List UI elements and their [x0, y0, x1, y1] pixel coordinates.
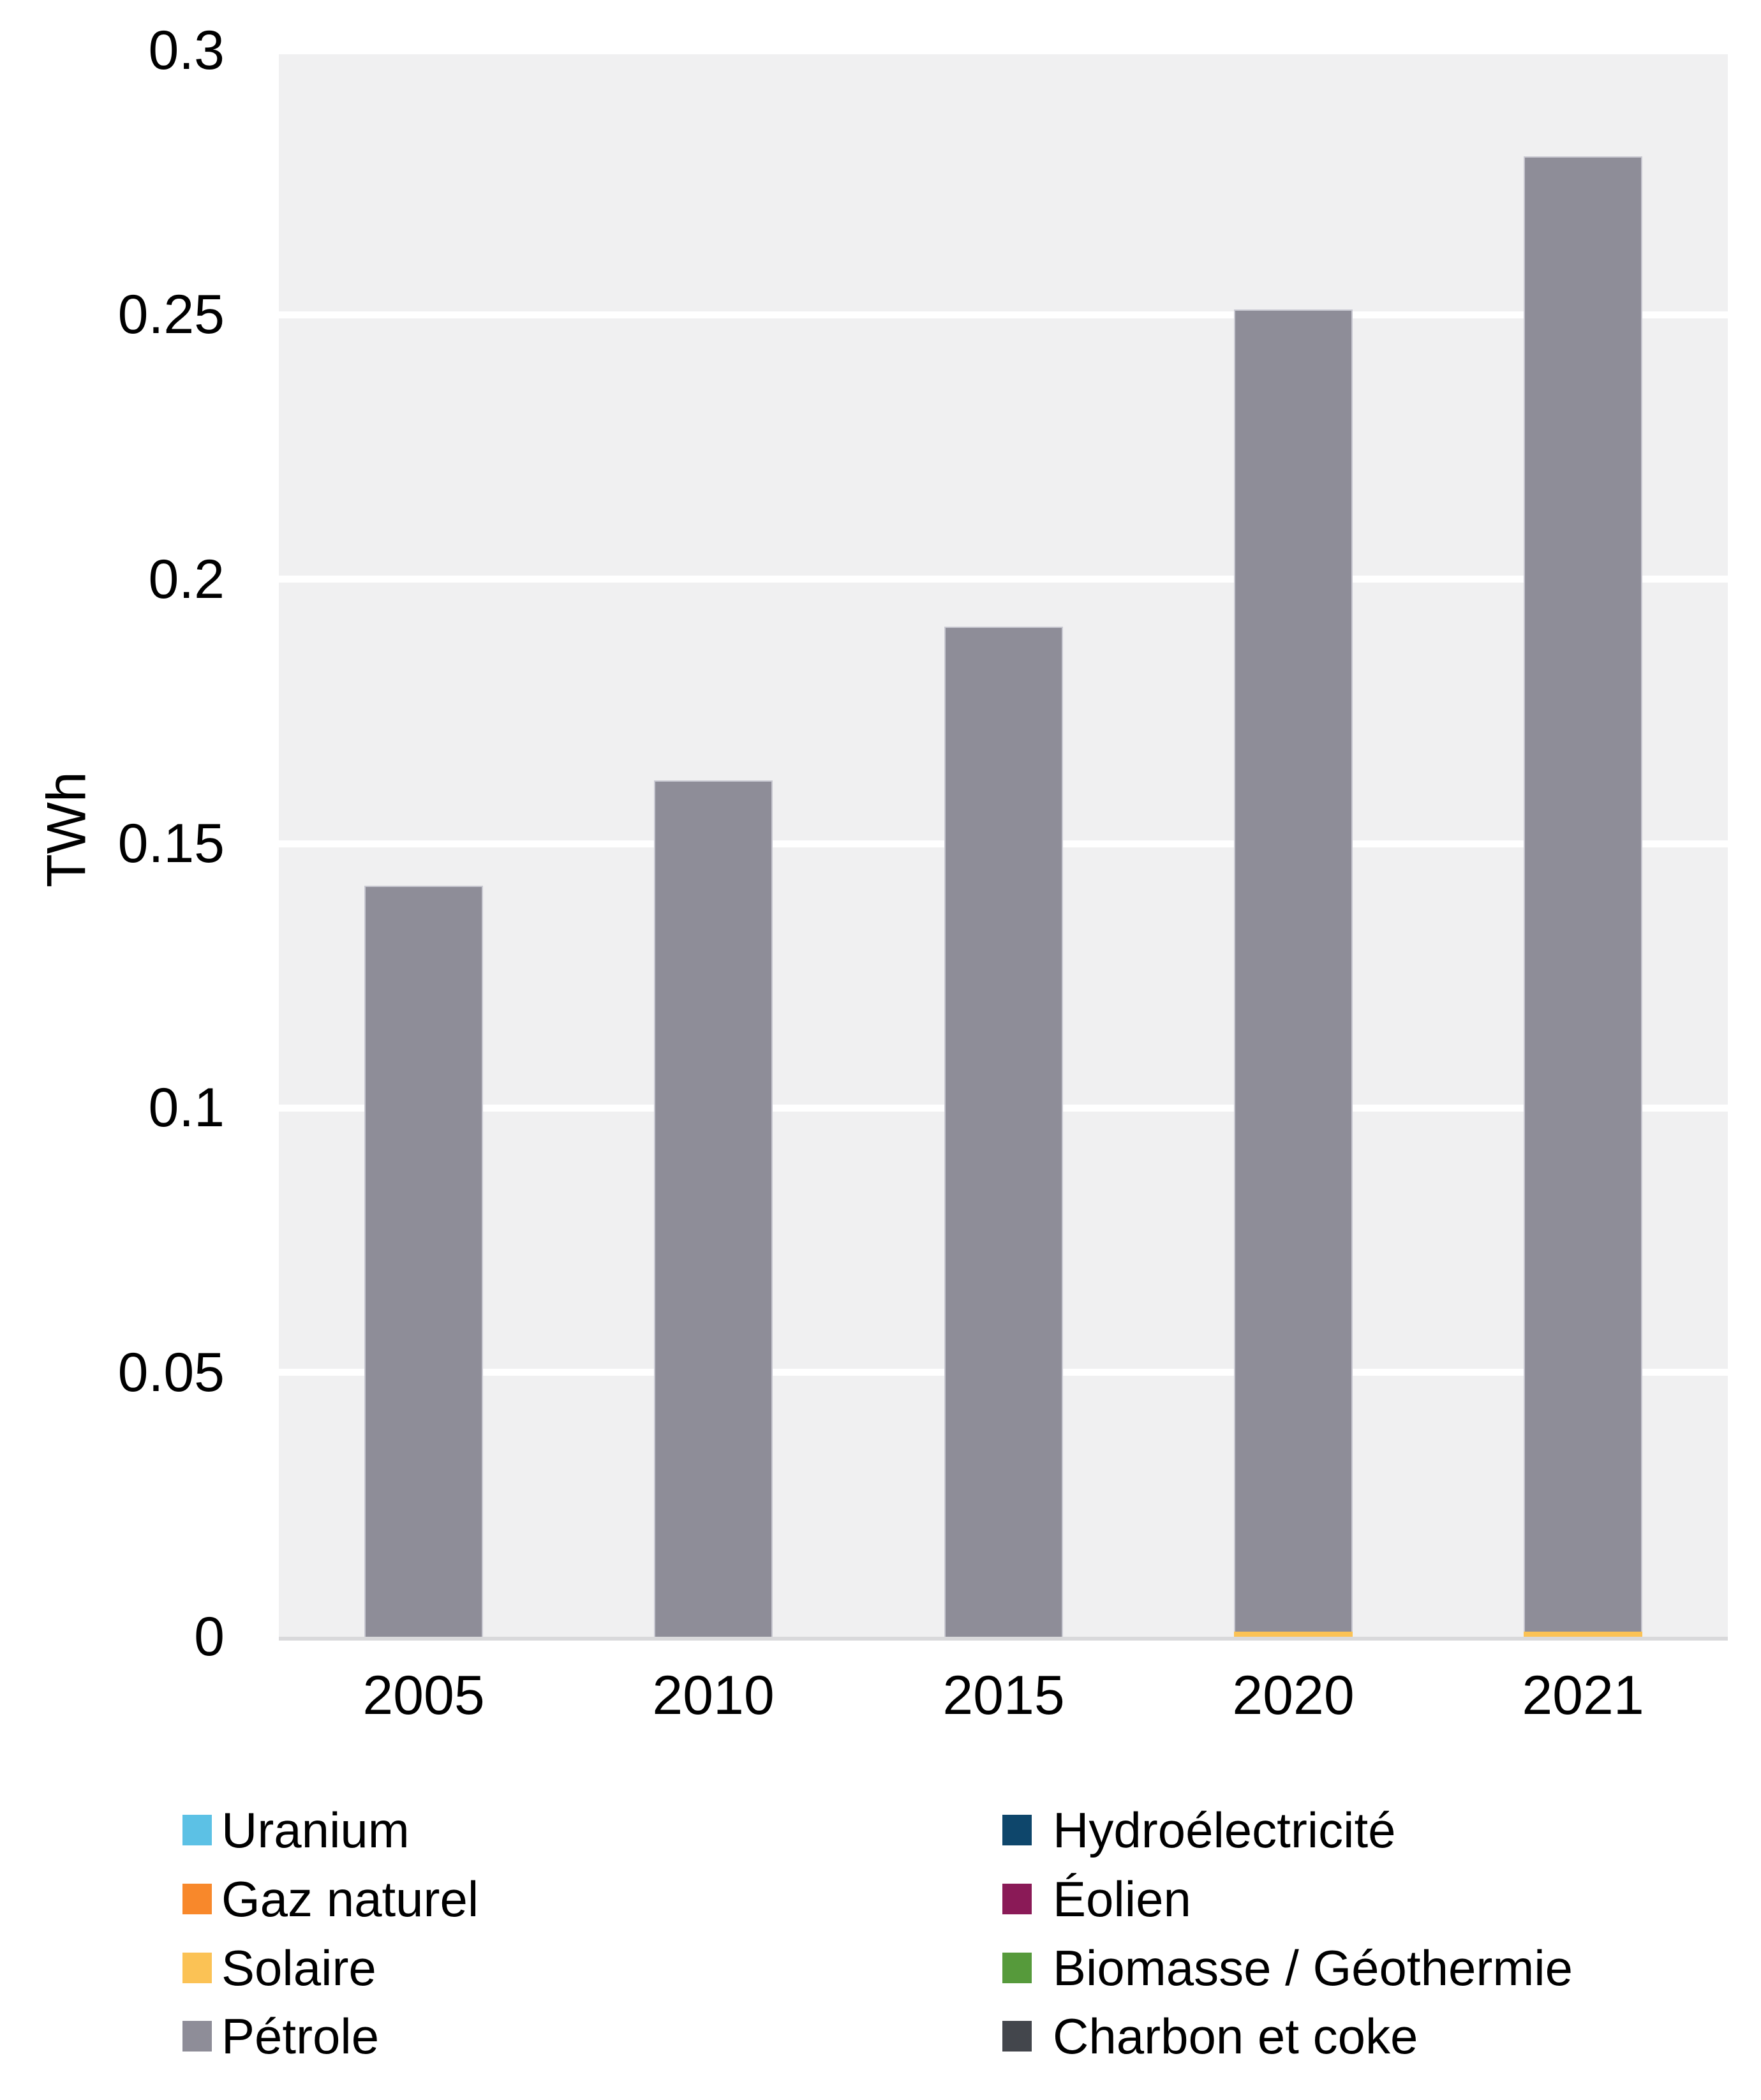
bar-segment-2021-Pétrole: [1524, 156, 1642, 1632]
legend-label-Charbon et coke: Charbon et coke: [1053, 2008, 1418, 2064]
legend-label-Gaz naturel: Gaz naturel: [221, 1871, 479, 1927]
gridline-0.25: [279, 311, 1728, 318]
bar-segment-2020-Pétrole: [1234, 309, 1353, 1632]
legend-item-Solaire: Solaire: [182, 1937, 884, 1999]
y-tick-0.3: 0.3: [148, 20, 225, 81]
legend-swatch-Biomasse / Géothermie: [1002, 1953, 1032, 1983]
legend-swatch-Pétrole: [182, 2021, 212, 2052]
legend-label-Biomasse / Géothermie: Biomasse / Géothermie: [1053, 1940, 1573, 1996]
legend-swatch-Uranium: [182, 1815, 212, 1845]
bar-2005: [364, 886, 483, 1637]
legend-label-Éolien: Éolien: [1053, 1871, 1191, 1927]
gridline-0.3: [279, 47, 1728, 54]
y-tick-0.1: 0.1: [148, 1077, 225, 1139]
legend-swatch-Hydroélectricité: [1002, 1815, 1032, 1845]
legend-item-Charbon et coke: Charbon et coke: [1002, 2006, 1704, 2067]
x-tick-2020: 2020: [1232, 1665, 1355, 1726]
y-tick-0: 0: [194, 1606, 225, 1667]
x-tick-2015: 2015: [942, 1665, 1065, 1726]
gridline-0.2: [279, 576, 1728, 583]
legend-item-Biomasse / Géothermie: Biomasse / Géothermie: [1002, 1937, 1704, 1999]
legend-swatch-Gaz naturel: [182, 1884, 212, 1914]
bar-segment-2021-Solaire: [1524, 1631, 1642, 1637]
legend-item-Gaz naturel: Gaz naturel: [182, 1868, 884, 1930]
y-tick-0.2: 0.2: [148, 548, 225, 610]
x-axis-line: [279, 1637, 1728, 1641]
bar-2020: [1234, 309, 1353, 1637]
legend-swatch-Charbon et coke: [1002, 2021, 1032, 2052]
legend-label-Hydroélectricité: Hydroélectricité: [1053, 1802, 1396, 1858]
bar-segment-2010-Pétrole: [654, 780, 773, 1637]
legend-item-Hydroélectricité: Hydroélectricité: [1002, 1799, 1704, 1861]
plot-area: [279, 47, 1728, 1637]
x-tick-2005: 2005: [362, 1665, 485, 1726]
bar-2021: [1524, 156, 1642, 1637]
x-tick-2021: 2021: [1522, 1665, 1644, 1726]
y-tick-0.25: 0.25: [117, 284, 225, 346]
bar-2010: [654, 780, 773, 1637]
bar-segment-2005-Pétrole: [364, 886, 483, 1637]
legend-item-Éolien: Éolien: [1002, 1868, 1704, 1930]
y-tick-0.05: 0.05: [117, 1341, 225, 1403]
legend-item-Uranium: Uranium: [182, 1799, 884, 1861]
legend-item-Pétrole: Pétrole: [182, 2006, 884, 2067]
legend-swatch-Solaire: [182, 1953, 212, 1983]
legend-label-Uranium: Uranium: [221, 1802, 410, 1858]
bar-segment-2020-Solaire: [1234, 1631, 1353, 1637]
legend-label-Solaire: Solaire: [221, 1940, 376, 1996]
legend-label-Pétrole: Pétrole: [221, 2008, 380, 2064]
x-tick-2010: 2010: [652, 1665, 775, 1726]
legend-swatch-Éolien: [1002, 1884, 1032, 1914]
bar-2015: [944, 627, 1063, 1637]
bar-segment-2015-Pétrole: [944, 627, 1063, 1637]
y-tick-0.15: 0.15: [117, 813, 225, 874]
